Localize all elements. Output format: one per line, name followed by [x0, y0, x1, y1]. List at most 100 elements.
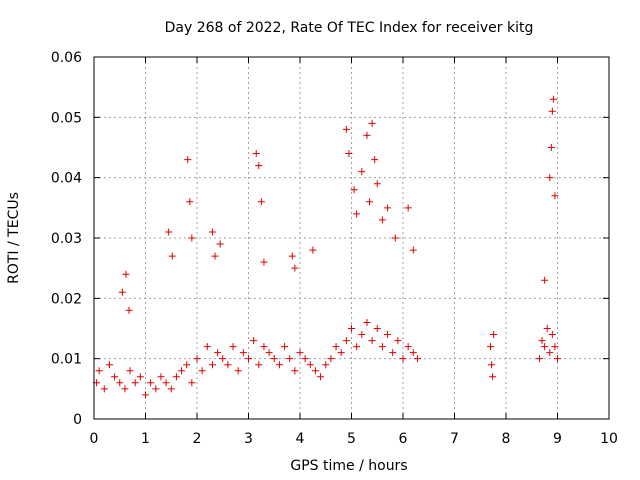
y-tick-label: 0.06: [51, 50, 82, 66]
data-point: [353, 343, 361, 351]
data-point: [327, 355, 335, 363]
data-point: [363, 131, 371, 139]
x-tick-label: 6: [399, 431, 408, 447]
data-point: [384, 204, 392, 212]
data-point: [162, 379, 170, 387]
data-point: [167, 385, 175, 393]
chart-title: Day 268 of 2022, Rate Of TEC Index for r…: [165, 20, 534, 36]
data-point: [368, 337, 376, 345]
x-tick-label: 10: [600, 431, 618, 447]
data-point: [121, 385, 129, 393]
x-tick-label: 0: [90, 431, 99, 447]
data-point: [548, 331, 556, 339]
data-point: [168, 252, 176, 260]
data-point: [122, 270, 130, 278]
data-point: [208, 228, 216, 236]
data-point: [309, 246, 317, 254]
data-point: [546, 174, 554, 182]
x-tick-label: 9: [553, 431, 562, 447]
data-point: [348, 325, 355, 332]
data-point: [391, 234, 399, 242]
data-point: [165, 228, 173, 236]
data-point: [337, 349, 345, 357]
data-point: [546, 349, 554, 357]
data-point: [291, 367, 299, 375]
data-point: [105, 361, 113, 369]
data-point: [252, 150, 260, 158]
data-point: [409, 349, 417, 357]
y-tick-label: 0.03: [51, 231, 82, 247]
x-tick-label: 1: [141, 431, 150, 447]
data-point: [368, 119, 376, 127]
data-point: [394, 337, 402, 345]
data-point: [118, 288, 126, 296]
data-point: [152, 385, 160, 393]
data-point: [353, 210, 361, 218]
data-point: [260, 343, 268, 351]
data-point: [489, 373, 497, 381]
data-point: [188, 379, 196, 387]
data-point: [311, 367, 319, 375]
data-point: [384, 331, 392, 339]
data-point: [296, 349, 304, 357]
x-tick-label: 7: [450, 431, 459, 447]
data-point: [306, 361, 314, 369]
data-point: [203, 343, 211, 351]
data-point: [358, 331, 366, 339]
data-point: [265, 349, 273, 357]
data-point: [535, 355, 543, 363]
y-tick-label: 0.02: [51, 291, 82, 307]
data-point: [378, 216, 386, 224]
data-point: [551, 343, 559, 351]
data-point: [224, 361, 232, 369]
data-point: [219, 355, 227, 363]
data-point: [281, 343, 289, 351]
data-point: [214, 349, 222, 357]
data-point: [286, 355, 294, 363]
data-point: [554, 355, 561, 363]
grid-lines: [94, 57, 609, 419]
data-point: [538, 337, 546, 345]
data-point: [378, 343, 386, 351]
axis-ticks: [93, 56, 610, 420]
data-point: [178, 367, 186, 375]
data-point: [332, 343, 340, 351]
data-point: [350, 186, 358, 194]
y-tick-labels: 0 0.01 0.02 0.03 0.04 0.05 0.06: [51, 50, 82, 428]
data-point: [147, 379, 155, 387]
data-point: [126, 367, 134, 375]
y-tick-label: 0.05: [51, 110, 82, 126]
x-tick-label: 8: [502, 431, 511, 447]
data-point: [234, 367, 242, 375]
y-tick-label: 0: [73, 412, 82, 428]
x-axis-label: GPS time / hours: [290, 458, 407, 474]
data-point: [413, 355, 421, 363]
data-point: [270, 355, 278, 363]
data-point: [317, 373, 325, 381]
data-point: [551, 192, 559, 200]
data-point: [211, 252, 219, 260]
data-point: [184, 156, 192, 164]
y-tick-label: 0.01: [51, 352, 82, 368]
data-point: [255, 162, 263, 170]
data-point: [186, 198, 194, 206]
data-point: [322, 361, 330, 369]
data-point: [216, 240, 224, 248]
y-tick-label: 0.04: [51, 171, 82, 187]
data-point: [142, 391, 149, 399]
data-point: [255, 361, 263, 369]
data-point: [136, 373, 144, 381]
data-point: [111, 373, 119, 381]
data-point: [250, 337, 258, 345]
data-point: [548, 107, 556, 115]
data-point: [541, 276, 549, 284]
data-point: [245, 355, 252, 363]
data-point: [260, 258, 268, 266]
x-tick-labels: 0 1 2 3 4 5 6 7 8 9 10: [90, 431, 618, 447]
data-point: [373, 325, 381, 332]
data-point: [404, 343, 412, 351]
data-point: [172, 373, 180, 381]
data-point: [257, 198, 265, 206]
data-point: [404, 204, 412, 212]
